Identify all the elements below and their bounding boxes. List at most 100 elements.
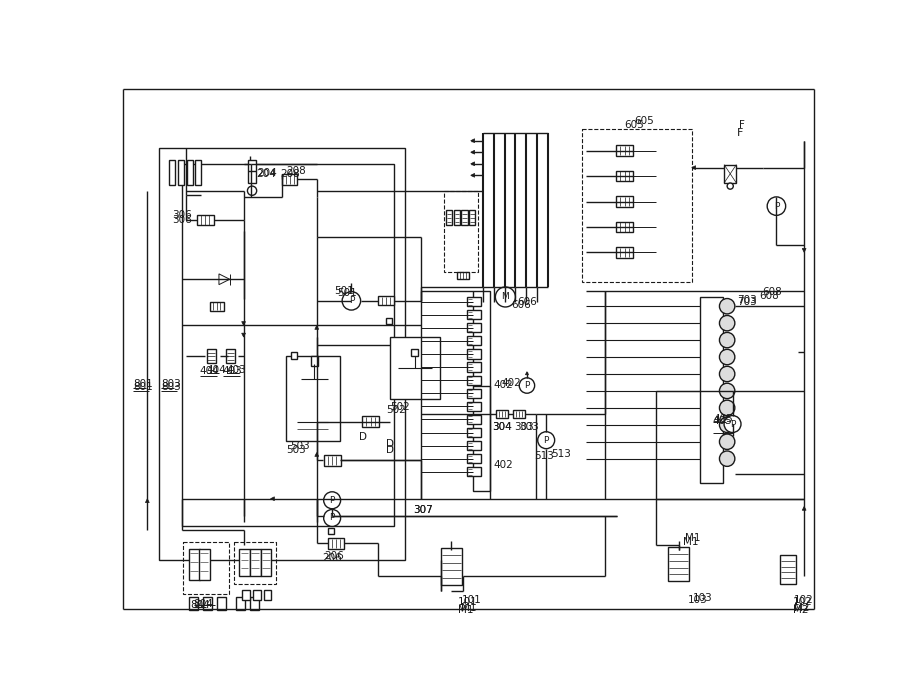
Bar [700, 297, 723, 483]
Bar [282, 173, 297, 184]
Text: M2: M2 [792, 605, 808, 615]
Polygon shape [271, 497, 274, 501]
Text: F: F [739, 120, 745, 130]
Bar [467, 350, 481, 359]
Bar [513, 410, 526, 418]
Text: 804: 804 [194, 599, 213, 609]
Circle shape [719, 299, 735, 314]
Circle shape [719, 316, 735, 331]
Bar [250, 597, 259, 609]
Circle shape [719, 400, 735, 415]
Text: 804: 804 [190, 600, 209, 610]
Text: P: P [774, 202, 779, 211]
Text: 304: 304 [493, 422, 512, 432]
Circle shape [724, 415, 741, 433]
Bar [441, 548, 462, 585]
Bar [253, 589, 260, 600]
Text: 405: 405 [713, 414, 733, 424]
Text: P: P [329, 513, 335, 522]
Bar [178, 160, 185, 184]
Polygon shape [526, 372, 528, 375]
Text: M1: M1 [684, 537, 699, 547]
Bar [616, 145, 633, 156]
Bar [724, 164, 737, 183]
Bar [189, 549, 199, 580]
Text: 405: 405 [713, 415, 732, 426]
Bar [467, 441, 481, 451]
Bar [186, 160, 193, 184]
Bar [467, 310, 481, 319]
Polygon shape [241, 333, 246, 337]
Bar [182, 164, 394, 526]
Text: 404: 404 [207, 365, 227, 375]
Text: 605: 605 [634, 116, 654, 126]
Bar [467, 415, 481, 424]
Circle shape [537, 432, 555, 448]
Text: 303: 303 [519, 422, 539, 432]
Bar [467, 297, 481, 306]
Polygon shape [314, 453, 319, 456]
Bar [444, 191, 478, 272]
Polygon shape [471, 173, 474, 178]
Text: 204: 204 [257, 169, 276, 179]
Text: 206: 206 [322, 553, 342, 562]
Text: 307: 307 [413, 505, 432, 515]
Bar [311, 357, 318, 366]
Circle shape [495, 287, 515, 307]
Polygon shape [314, 325, 319, 330]
Polygon shape [471, 139, 474, 142]
Text: 101: 101 [458, 597, 477, 607]
Bar [169, 160, 175, 184]
Text: 103: 103 [693, 594, 712, 603]
Bar [183, 542, 228, 594]
Text: 208: 208 [281, 169, 301, 179]
Text: 703: 703 [738, 294, 757, 305]
Text: P: P [544, 436, 549, 445]
Bar [197, 215, 214, 225]
Bar [249, 160, 256, 183]
Bar [239, 549, 250, 576]
Bar [453, 210, 460, 225]
Text: 608: 608 [760, 291, 780, 301]
Circle shape [519, 378, 535, 393]
Circle shape [719, 417, 735, 433]
Text: 403: 403 [227, 365, 247, 375]
Text: 606: 606 [511, 300, 530, 310]
Bar [473, 291, 490, 491]
Text: 503: 503 [286, 445, 305, 455]
Bar [226, 350, 235, 363]
Text: F: F [737, 128, 743, 138]
Text: 307: 307 [413, 505, 432, 515]
Bar [467, 467, 481, 476]
Bar [189, 597, 198, 609]
Text: 306: 306 [172, 216, 192, 225]
Text: 503: 503 [290, 441, 310, 451]
Bar [390, 337, 440, 399]
Text: 402: 402 [502, 378, 521, 388]
Bar [236, 597, 245, 609]
Text: 303: 303 [515, 422, 535, 432]
Polygon shape [471, 151, 474, 154]
Text: D: D [359, 432, 367, 442]
Bar [250, 549, 260, 576]
Text: D: D [386, 445, 394, 455]
Text: 304: 304 [493, 422, 512, 432]
Text: 102: 102 [794, 595, 813, 605]
Text: 403: 403 [223, 366, 242, 377]
Text: 703: 703 [738, 297, 757, 307]
Text: M1: M1 [685, 533, 700, 543]
Text: 608: 608 [761, 287, 781, 297]
Bar [467, 323, 481, 332]
Text: 306: 306 [172, 210, 192, 220]
Bar [328, 538, 344, 549]
Text: P: P [329, 495, 335, 504]
Circle shape [719, 350, 735, 365]
Text: 206: 206 [324, 551, 345, 561]
Bar [457, 272, 469, 279]
Text: P: P [730, 419, 735, 428]
Polygon shape [471, 162, 474, 166]
Circle shape [342, 292, 361, 310]
Text: P: P [349, 296, 354, 305]
Bar [616, 196, 633, 207]
Bar [467, 454, 481, 463]
